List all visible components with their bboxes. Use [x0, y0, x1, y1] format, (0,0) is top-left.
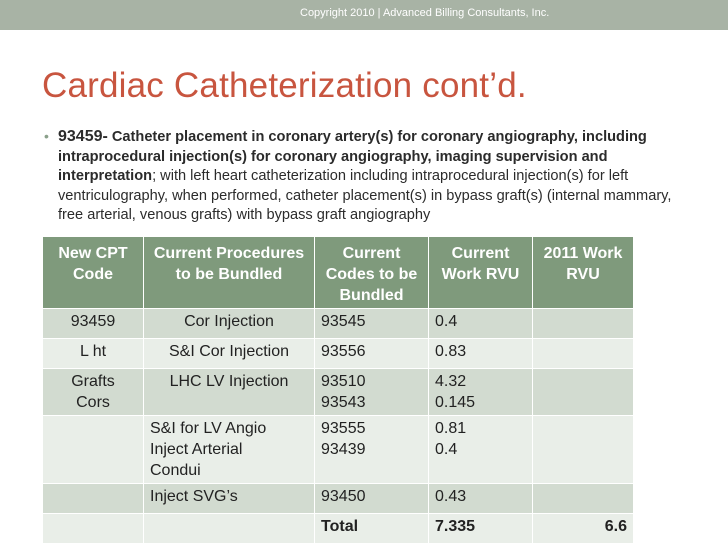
- table-cell: LHC LV Injection: [143, 368, 315, 416]
- header-current-work-rvu: Current Work RVU: [428, 236, 533, 309]
- header-current-procedures: Current Procedures to be Bundled: [143, 236, 315, 309]
- table-cell: [532, 483, 634, 514]
- table-cell: [42, 513, 144, 544]
- table-cell: 93459: [42, 308, 144, 339]
- table-cell: S&I for LV Angio Inject Arterial Condui: [143, 415, 315, 484]
- table-cell: S&I Cor Injection: [143, 338, 315, 369]
- table-cell: [532, 338, 634, 369]
- table-row: L ht S&I Cor Injection 93556 0.83: [42, 338, 634, 369]
- table-cell: 93556: [314, 338, 429, 369]
- table-cell: 0.83: [428, 338, 533, 369]
- table-cell: 93555 93439: [314, 415, 429, 484]
- bullet-text: 93459- Catheter placement in coronary ar…: [58, 127, 684, 226]
- table-header-row: New CPT Code Current Procedures to be Bu…: [42, 236, 634, 309]
- table-cell: 0.43: [428, 483, 533, 514]
- header-2011-work-rvu: 2011 Work RVU: [532, 236, 634, 309]
- table-cell: [532, 415, 634, 484]
- bullet-code: 93459-: [58, 128, 108, 145]
- bullet-normal-text: ; with left heart catheterization includ…: [58, 168, 672, 223]
- table-cell: L ht: [42, 338, 144, 369]
- header-new-cpt-code: New CPT Code: [42, 236, 144, 309]
- table-cell: [42, 415, 144, 484]
- table-row: 93459 Cor Injection 93545 0.4: [42, 308, 634, 339]
- table-cell: Grafts Cors: [42, 368, 144, 416]
- table-cell: [532, 368, 634, 416]
- table-cell: Cor Injection: [143, 308, 315, 339]
- table-cell: 0.4: [428, 308, 533, 339]
- table-cell: 0.81 0.4: [428, 415, 533, 484]
- bullet-icon: •: [44, 128, 49, 144]
- table-cell: 93450: [314, 483, 429, 514]
- table-cell: [532, 308, 634, 339]
- total-label: Total: [314, 513, 429, 544]
- bullet-paragraph: • 93459- Catheter placement in coronary …: [44, 127, 684, 237]
- table-cell: 93545: [314, 308, 429, 339]
- total-2011-rvu: 6.6: [532, 513, 634, 544]
- total-current-rvu: 7.335: [428, 513, 533, 544]
- table-row: Inject SVG’s 93450 0.43: [42, 483, 634, 514]
- table-row-total: Total 7.335 6.6: [42, 513, 634, 544]
- table-cell: [42, 483, 144, 514]
- table-cell: [143, 513, 315, 544]
- cpt-table: New CPT Code Current Procedures to be Bu…: [42, 236, 634, 544]
- bullet-bold-text: Catheter placement in coronary artery(s)…: [58, 129, 647, 184]
- header-current-codes: Current Codes to be Bundled: [314, 236, 429, 309]
- copyright-text: Copyright 2010 | Advanced Billing Consul…: [300, 7, 550, 19]
- table-cell: 93510 93543: [314, 368, 429, 416]
- slide-title: Cardiac Catheterization cont’d.: [42, 66, 527, 105]
- table-row: S&I for LV Angio Inject Arterial Condui 93…: [42, 415, 634, 484]
- table-cell: Inject SVG’s: [143, 483, 315, 514]
- top-bar: Copyright 2010 | Advanced Billing Consul…: [0, 0, 728, 30]
- table-row: Grafts Cors LHC LV Injection 93510 93543 4…: [42, 368, 634, 416]
- table-cell: 4.32 0.145: [428, 368, 533, 416]
